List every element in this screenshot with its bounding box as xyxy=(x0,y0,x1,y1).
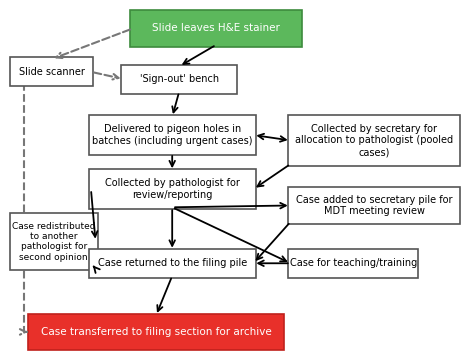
Text: Case added to secretary pile for
MDT meeting review: Case added to secretary pile for MDT mee… xyxy=(296,195,452,216)
FancyBboxPatch shape xyxy=(288,187,460,223)
FancyBboxPatch shape xyxy=(89,115,256,155)
Text: Slide leaves H&E stainer: Slide leaves H&E stainer xyxy=(152,24,280,33)
FancyBboxPatch shape xyxy=(9,58,93,86)
Text: Slide scanner: Slide scanner xyxy=(18,67,84,77)
Text: Collected by secretary for
allocation to pathologist (pooled
cases): Collected by secretary for allocation to… xyxy=(295,124,453,157)
FancyBboxPatch shape xyxy=(288,249,418,278)
Text: Case transferred to filing section for archive: Case transferred to filing section for a… xyxy=(41,327,271,337)
FancyBboxPatch shape xyxy=(130,11,302,47)
Text: Case redistributed
to another
pathologist for
second opinion: Case redistributed to another pathologis… xyxy=(12,222,96,262)
FancyBboxPatch shape xyxy=(9,213,98,270)
Text: 'Sign-out' bench: 'Sign-out' bench xyxy=(140,74,219,84)
FancyBboxPatch shape xyxy=(89,249,256,278)
Text: Case returned to the filing pile: Case returned to the filing pile xyxy=(98,258,247,268)
Text: Delivered to pigeon holes in
batches (including urgent cases): Delivered to pigeon holes in batches (in… xyxy=(92,124,253,146)
Text: Collected by pathologist for
review/reporting: Collected by pathologist for review/repo… xyxy=(105,178,240,200)
Text: Case for teaching/training: Case for teaching/training xyxy=(290,258,417,268)
FancyBboxPatch shape xyxy=(89,169,256,209)
FancyBboxPatch shape xyxy=(288,115,460,166)
FancyBboxPatch shape xyxy=(28,314,283,350)
FancyBboxPatch shape xyxy=(121,64,237,94)
